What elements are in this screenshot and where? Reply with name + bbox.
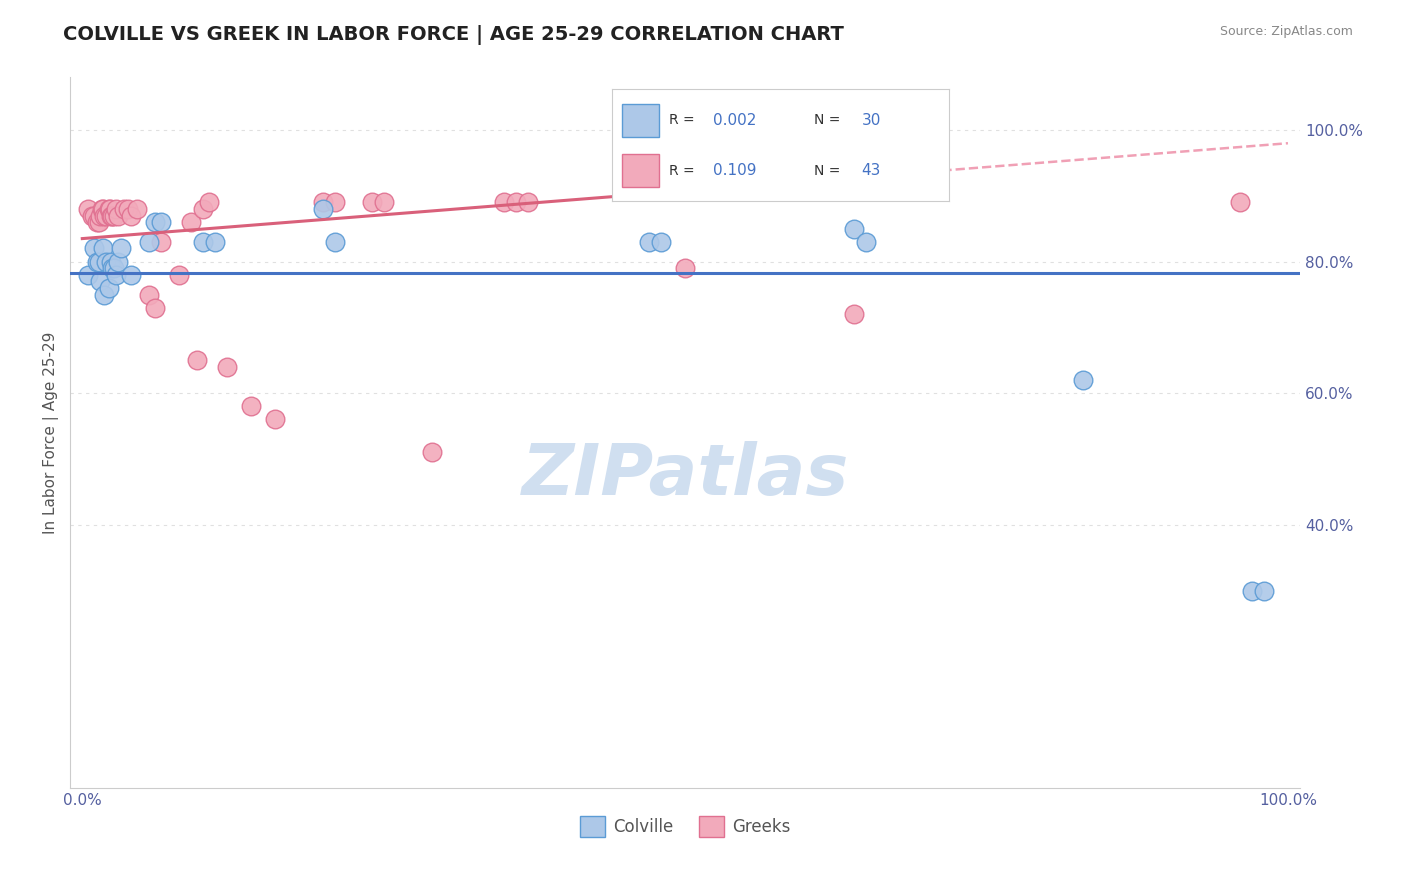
Point [117, 202, 139, 216]
Point [215, 359, 238, 374]
Point [240, 400, 263, 414]
Point [180, 215, 202, 229]
Point [842, 221, 865, 235]
Text: 43: 43 [862, 163, 880, 178]
Text: 0.109: 0.109 [713, 163, 756, 178]
Bar [621, 153, 659, 187]
Point [191, 235, 214, 249]
Point [110, 242, 132, 256]
Point [494, 195, 516, 210]
Point [103, 261, 125, 276]
Point [855, 235, 877, 249]
Point [167, 268, 190, 282]
Point [93, 287, 115, 301]
Point [143, 301, 166, 315]
Text: 0.002: 0.002 [713, 113, 756, 128]
Legend: Colville, Greeks: Colville, Greeks [574, 810, 797, 844]
Point [97, 202, 120, 216]
Text: 30: 30 [862, 113, 880, 128]
Text: N =: N = [814, 113, 841, 128]
Point [91, 242, 114, 256]
Point [77, 268, 100, 282]
Point [105, 268, 128, 282]
Point [138, 287, 160, 301]
Point [107, 209, 129, 223]
Point [143, 215, 166, 229]
Point [90, 202, 112, 216]
Text: ZIPatlas: ZIPatlas [522, 441, 849, 509]
Point [89, 274, 111, 288]
Point [120, 268, 142, 282]
Point [149, 215, 172, 229]
Point [312, 195, 335, 210]
Point [1253, 583, 1275, 598]
Point [517, 195, 540, 210]
Point [100, 254, 122, 268]
Y-axis label: In Labor Force | Age 25-29: In Labor Force | Age 25-29 [44, 332, 59, 533]
Point [97, 281, 120, 295]
Point [120, 209, 142, 223]
Point [89, 209, 111, 223]
Point [1240, 583, 1263, 598]
Point [191, 202, 214, 216]
Point [103, 209, 125, 223]
Point [114, 202, 136, 216]
Point [89, 254, 111, 268]
Point [325, 235, 347, 249]
Point [673, 261, 696, 276]
Point [93, 209, 115, 223]
Point [86, 215, 108, 229]
Text: COLVILLE VS GREEK IN LABOR FORCE | AGE 25-29 CORRELATION CHART: COLVILLE VS GREEK IN LABOR FORCE | AGE 2… [63, 25, 844, 45]
Point [100, 209, 122, 223]
Point [83, 209, 105, 223]
Point [638, 235, 661, 249]
Point [96, 209, 118, 223]
Point [1229, 195, 1251, 210]
Text: R =: R = [669, 113, 695, 128]
Point [91, 202, 114, 216]
Point [77, 202, 100, 216]
Point [89, 215, 111, 229]
Point [373, 195, 395, 210]
Point [842, 307, 865, 321]
Point [107, 254, 129, 268]
Point [80, 209, 103, 223]
Point [198, 195, 221, 210]
Point [125, 202, 148, 216]
Point [101, 209, 124, 223]
Point [420, 445, 443, 459]
Point [83, 242, 105, 256]
Point [186, 353, 208, 368]
Text: N =: N = [814, 163, 841, 178]
Point [325, 195, 347, 210]
Point [1071, 373, 1094, 387]
Point [98, 202, 121, 216]
Point [149, 235, 172, 249]
Point [360, 195, 382, 210]
Bar [621, 103, 659, 137]
Point [650, 235, 672, 249]
Text: R =: R = [669, 163, 695, 178]
Point [138, 235, 160, 249]
Point [96, 254, 118, 268]
Text: Source: ZipAtlas.com: Source: ZipAtlas.com [1219, 25, 1353, 38]
Point [86, 254, 108, 268]
Point [204, 235, 226, 249]
Point [312, 202, 335, 216]
Point [505, 195, 527, 210]
Point [105, 202, 128, 216]
Point [101, 261, 124, 276]
Point [264, 412, 287, 426]
